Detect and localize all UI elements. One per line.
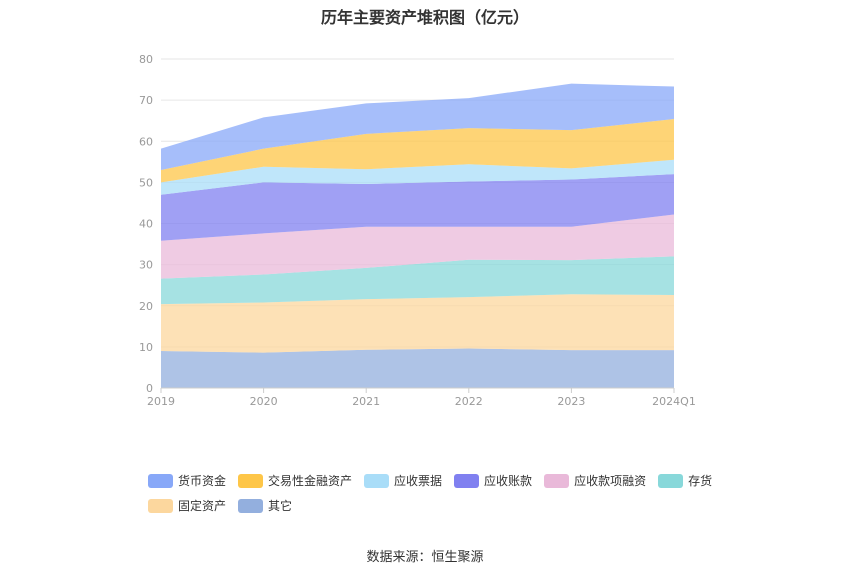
legend-label: 固定资产 <box>178 499 227 513</box>
legend-item[interactable]: 交易性金融资产 <box>238 472 352 489</box>
legend-label: 应收票据 <box>394 474 443 488</box>
y-tick-label: 10 <box>139 341 153 354</box>
x-tick-label: 2019 <box>147 395 175 408</box>
legend-item[interactable]: 应收账款 <box>454 472 532 489</box>
x-tick-label: 2021 <box>352 395 380 408</box>
area-series <box>161 83 674 388</box>
chart-title: 历年主要资产堆积图（亿元） <box>320 8 529 27</box>
y-tick-label: 0 <box>146 382 153 395</box>
legend-item[interactable]: 固定资产 <box>148 497 226 514</box>
area-应收票据 <box>161 159 674 195</box>
legend-item[interactable]: 存货 <box>658 472 712 489</box>
area-应收款项融资 <box>161 214 674 279</box>
area-应收账款 <box>161 174 674 241</box>
y-tick-label: 60 <box>139 135 153 148</box>
legend: 货币资金 交易性金融资产 应收票据 应收账款 应收款项融资 存货固定资产 其它 <box>148 472 748 514</box>
area-货币资金 <box>161 83 674 171</box>
legend-swatch <box>238 473 264 488</box>
x-tick-label: 2023 <box>557 395 585 408</box>
legend-label: 存货 <box>688 474 713 488</box>
legend-item[interactable]: 其它 <box>238 497 292 514</box>
legend-label: 应收款项融资 <box>574 474 647 488</box>
area-交易性金融资产 <box>161 119 674 183</box>
legend-swatch <box>658 473 684 488</box>
y-tick-label: 70 <box>139 94 153 107</box>
source-note: 数据来源：恒生聚源 <box>366 550 484 565</box>
legend-swatch <box>148 473 173 488</box>
legend-swatch <box>454 473 480 488</box>
y-tick-label: 50 <box>139 176 153 189</box>
legend-swatch <box>364 473 390 488</box>
y-tick-label: 80 <box>139 53 153 66</box>
legend-item[interactable]: 应收票据 <box>364 472 442 489</box>
y-tick-label: 20 <box>139 300 153 313</box>
area-其它 <box>161 348 674 388</box>
area-固定资产 <box>161 294 674 353</box>
x-tick-label: 2024Q1 <box>652 395 696 408</box>
legend-item[interactable]: 货币资金 <box>148 472 226 489</box>
x-tick-label: 2022 <box>455 395 483 408</box>
legend-swatch <box>148 498 173 513</box>
legend-label: 应收账款 <box>484 474 533 488</box>
legend-label: 其它 <box>268 499 293 513</box>
area-存货 <box>161 256 674 305</box>
y-tick-label: 30 <box>139 259 153 272</box>
legend-swatch <box>238 498 264 513</box>
x-tick-label: 2020 <box>250 395 278 408</box>
legend-swatch <box>544 473 570 488</box>
legend-label: 交易性金融资产 <box>268 474 353 488</box>
axes: 0 10 20 30 40 50 60 70 80 2019 2020 2021 2022 2023 202… <box>139 53 696 408</box>
y-tick-label: 40 <box>139 218 153 231</box>
legend-label: 货币资金 <box>178 474 227 488</box>
legend-item[interactable]: 应收款项融资 <box>544 472 646 489</box>
